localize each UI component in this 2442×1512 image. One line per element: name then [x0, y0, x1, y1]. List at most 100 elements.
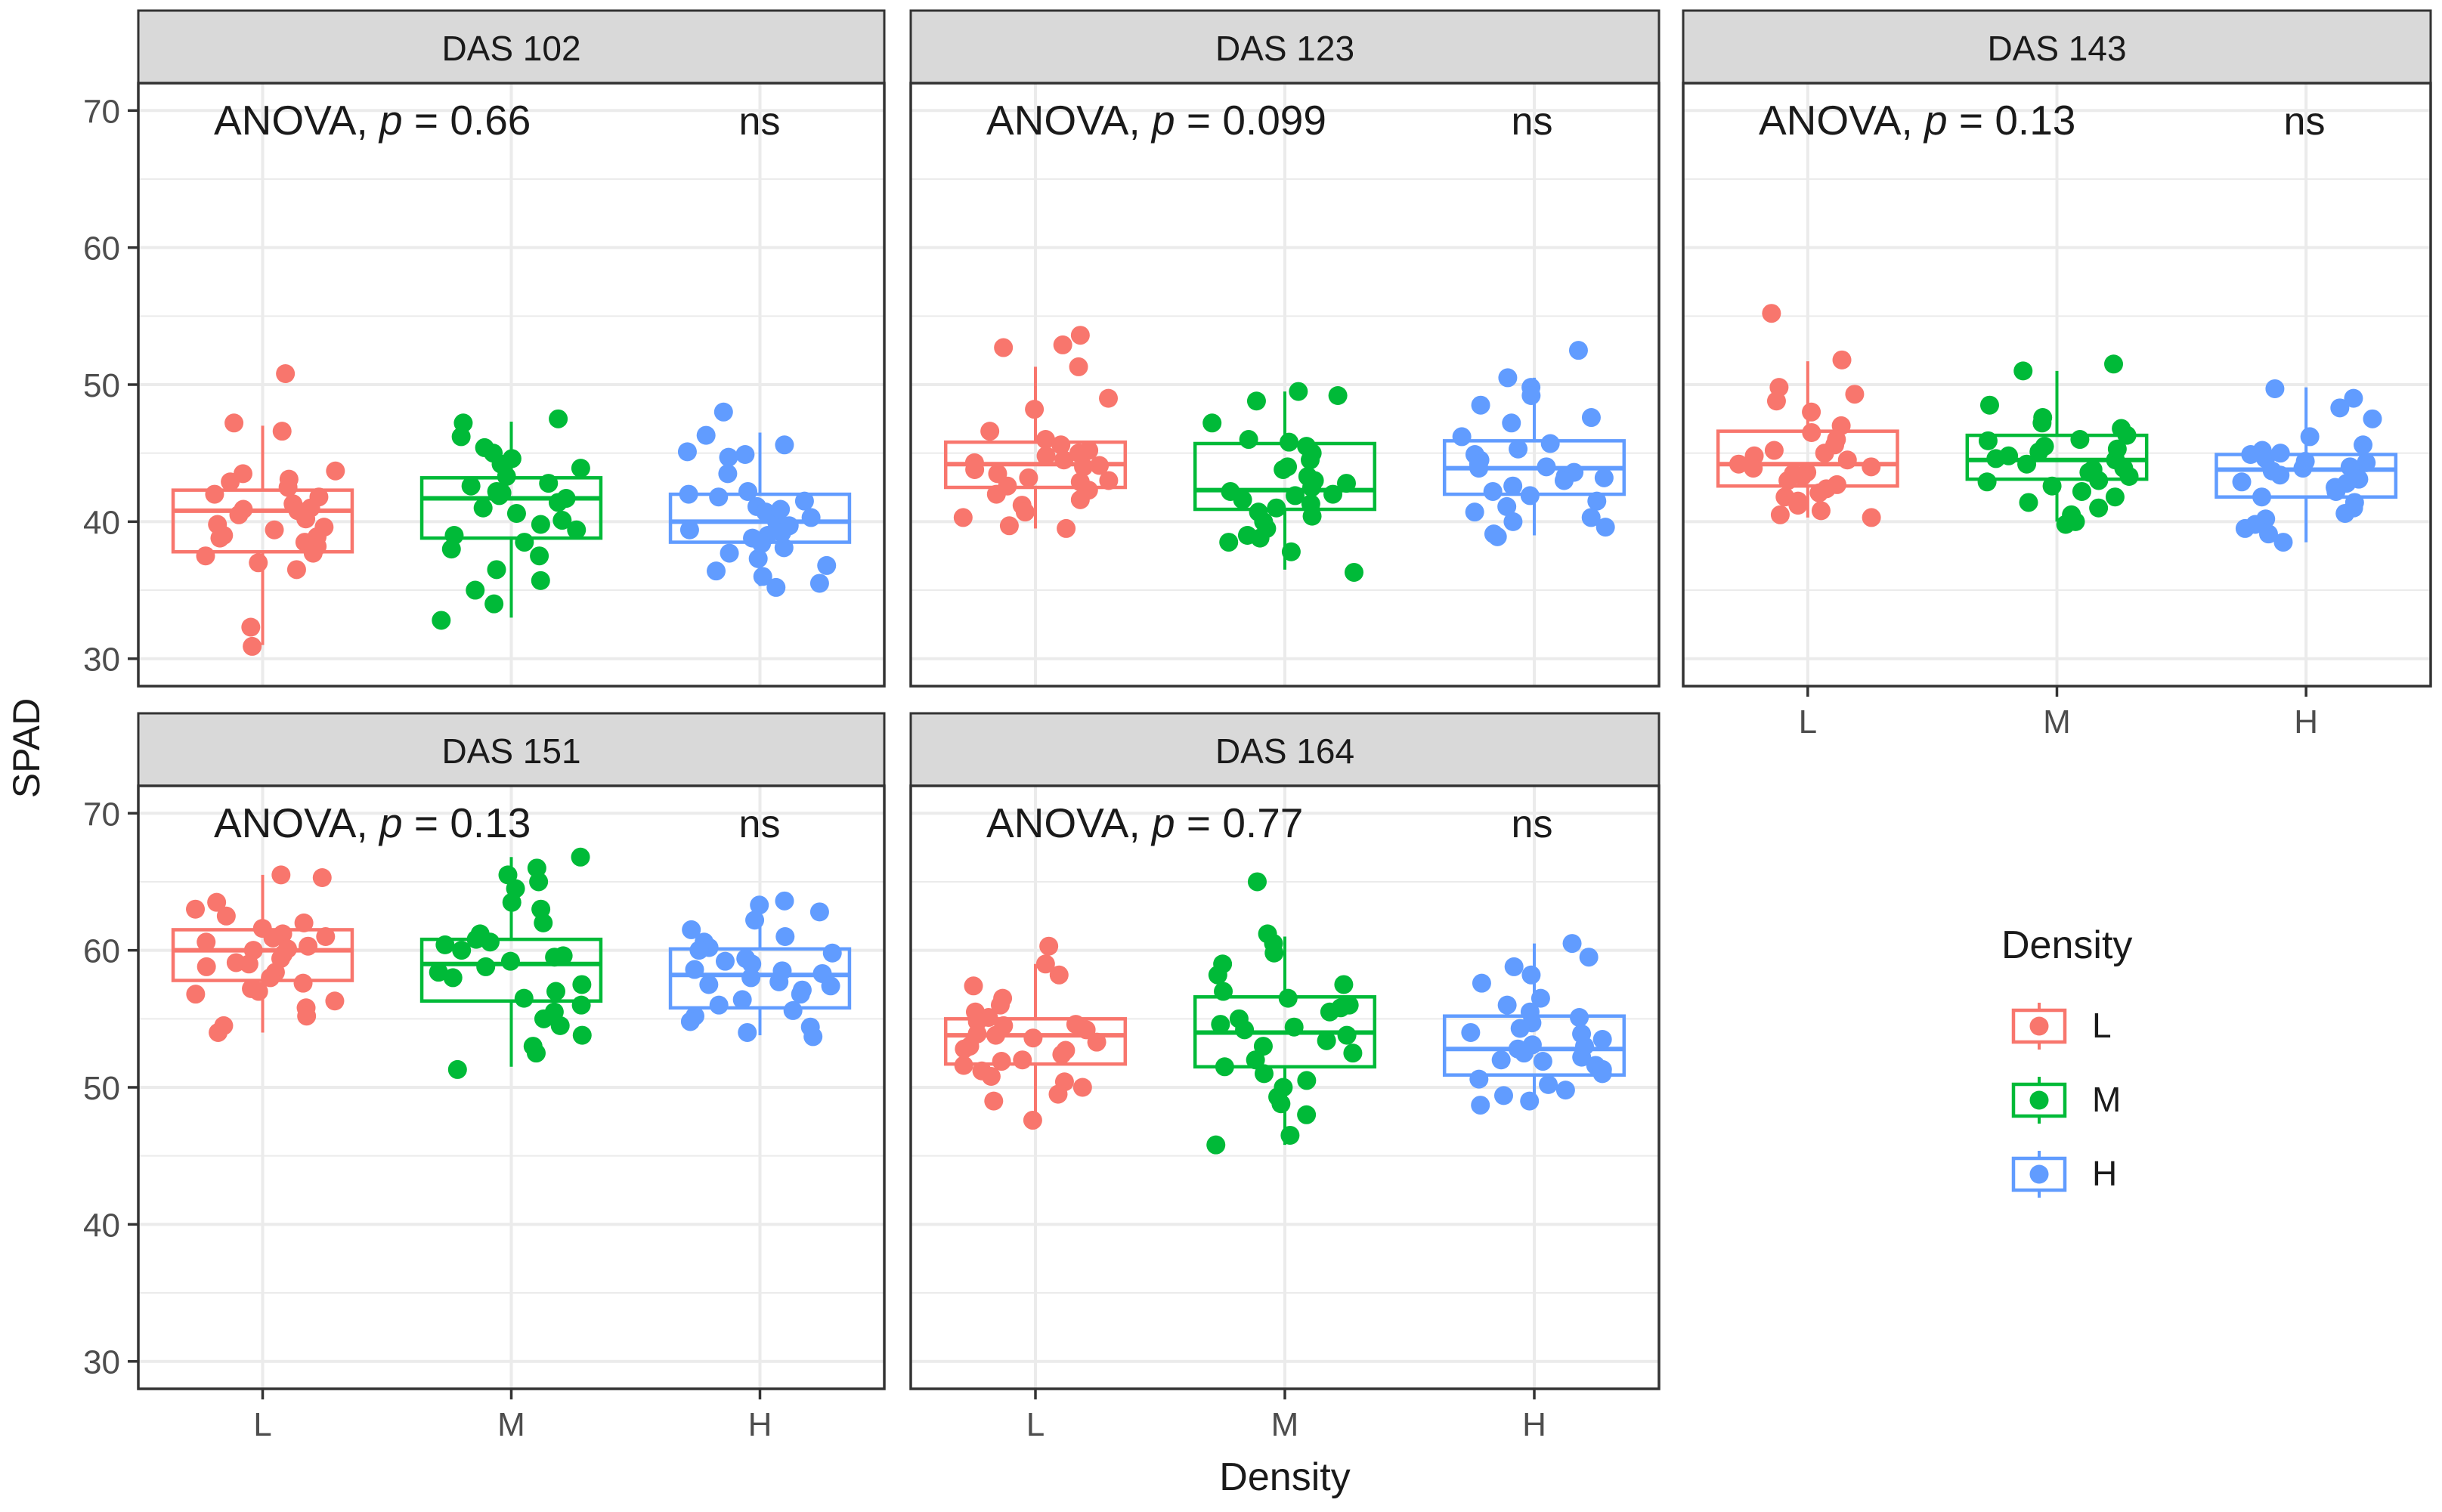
data-point	[546, 982, 565, 1001]
data-point	[1483, 481, 1503, 501]
data-point	[216, 906, 236, 926]
y-tick-label: 60	[83, 230, 120, 267]
data-point	[1072, 1078, 1092, 1097]
data-point	[1978, 431, 1998, 450]
panel-strip	[137, 712, 886, 787]
data-point	[534, 913, 553, 932]
data-point	[1537, 457, 1556, 477]
data-point	[1336, 474, 1356, 493]
data-point	[1057, 518, 1076, 538]
data-point	[707, 561, 726, 581]
anova-p-symbol: p	[378, 799, 403, 846]
data-point	[490, 486, 509, 506]
data-point	[1271, 1094, 1291, 1114]
data-point	[753, 567, 772, 586]
data-point	[1036, 446, 1056, 465]
data-point	[2070, 430, 2090, 450]
data-point	[696, 425, 716, 445]
data-point	[491, 454, 511, 474]
data-point	[480, 932, 500, 952]
data-point	[1286, 486, 1305, 506]
data-point	[981, 1066, 1001, 1086]
data-point	[278, 478, 298, 497]
data-point	[2357, 453, 2376, 472]
data-point	[1253, 1037, 1273, 1056]
data-point	[571, 995, 591, 1015]
data-point	[1035, 954, 1055, 974]
x-tick-label: M	[2043, 703, 2071, 741]
data-point	[1211, 1015, 1230, 1034]
data-point	[278, 939, 298, 959]
data-point	[772, 961, 792, 981]
data-point	[1461, 1022, 1481, 1042]
data-point	[514, 988, 534, 1008]
data-point	[2105, 487, 2125, 507]
anova-value: = 0.13	[1948, 97, 2076, 144]
panel-strip-title: DAS 151	[441, 731, 580, 771]
data-point	[272, 422, 292, 441]
data-point	[809, 902, 829, 922]
data-point	[1592, 1030, 1612, 1050]
data-point	[548, 493, 568, 512]
data-point	[774, 538, 794, 558]
data-point	[443, 968, 463, 988]
data-point	[429, 963, 448, 982]
panel-strip	[909, 712, 1660, 787]
data-point	[1235, 1020, 1255, 1040]
data-point	[1246, 391, 1266, 411]
anova-value: = 0.099	[1175, 97, 1326, 144]
data-point	[1331, 998, 1351, 1018]
data-point	[205, 484, 224, 504]
anova-p-symbol: p	[1150, 97, 1175, 144]
data-point	[1862, 508, 1881, 527]
data-point	[571, 459, 590, 478]
data-point	[2032, 413, 2052, 433]
data-point	[1208, 965, 1227, 985]
data-point	[1502, 413, 1521, 433]
data-point	[1289, 382, 1308, 401]
data-point	[680, 1012, 700, 1031]
anova-annotation: ANOVA, p = 0.13	[1759, 97, 2075, 144]
data-point	[2072, 481, 2091, 501]
data-point	[1498, 368, 1518, 388]
data-point	[1531, 988, 1550, 1008]
data-point	[1729, 454, 1748, 474]
data-point	[2335, 503, 2355, 523]
data-point	[679, 484, 698, 504]
y-tick-label: 70	[83, 796, 120, 833]
data-point	[529, 872, 549, 892]
data-point	[986, 1025, 1006, 1045]
data-point	[1250, 528, 1270, 548]
data-point	[466, 580, 485, 600]
data-point	[965, 459, 985, 479]
data-point	[1281, 542, 1301, 561]
data-point	[1219, 533, 1239, 552]
data-point	[234, 499, 253, 519]
data-point	[709, 995, 729, 1015]
data-point	[271, 865, 291, 885]
data-point	[1302, 506, 1322, 526]
legend-entry-L: L	[2010, 1001, 2112, 1051]
data-point	[1090, 456, 1110, 475]
data-point	[794, 491, 814, 511]
data-point	[821, 976, 840, 996]
data-point	[2083, 459, 2103, 479]
data-point	[500, 951, 520, 971]
data-point	[1215, 1057, 1234, 1077]
data-point	[1520, 1091, 1540, 1111]
legend-label: H	[2092, 1154, 2117, 1193]
data-point	[1832, 350, 1852, 369]
panel-5: DAS 164 ANOVA, p = 0.77 ns L M H	[909, 712, 1660, 1443]
data-point	[1491, 1050, 1511, 1070]
y-axis-title: SPAD	[5, 698, 48, 798]
data-point	[732, 990, 752, 1010]
legend-key-point	[2029, 1090, 2049, 1110]
data-point	[1862, 457, 1881, 477]
anova-annotation: ANOVA, p = 0.77	[986, 799, 1303, 846]
data-point	[1979, 395, 1999, 415]
data-point	[526, 1044, 546, 1063]
data-point	[1049, 965, 1069, 985]
data-point	[441, 540, 461, 559]
data-point	[303, 543, 323, 563]
